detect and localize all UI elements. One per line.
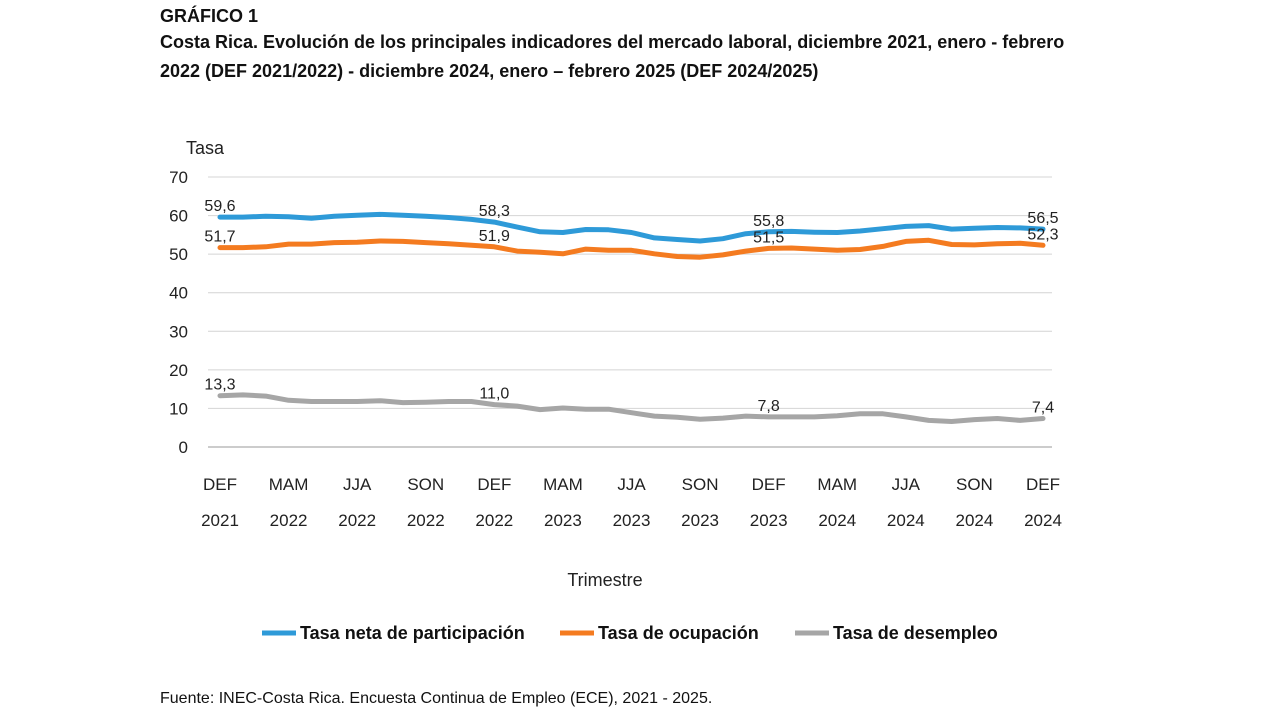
series-lines	[217, 211, 1046, 424]
data-label: 52,3	[1027, 226, 1058, 243]
legend-label-0: Tasa neta de participación	[300, 623, 525, 643]
legend-label-2: Tasa de desempleo	[833, 623, 998, 643]
x-tick-label: SON	[682, 475, 719, 494]
y-tick-label-0: 0	[179, 438, 188, 457]
series-line-2	[217, 392, 1046, 424]
x-tick-label-year: 2024	[887, 511, 925, 530]
x-tick-label-year: 2022	[270, 511, 308, 530]
x-tick-label-year: 2023	[613, 511, 651, 530]
series-line-0	[217, 211, 1046, 244]
series-line-1	[217, 237, 1046, 260]
x-axis-label: Trimestre	[567, 570, 642, 590]
y-tick-label-70: 70	[169, 168, 188, 187]
y-tick-label-30: 30	[169, 322, 188, 341]
data-label: 7,8	[758, 398, 780, 415]
x-tick-label-year: 2024	[818, 511, 856, 530]
data-label: 58,3	[479, 203, 510, 220]
data-label: 51,9	[479, 228, 510, 245]
x-tick-label: MAM	[269, 475, 309, 494]
x-tick-label-year: 2022	[407, 511, 445, 530]
y-tick-label-50: 50	[169, 245, 188, 264]
x-tick-label: SON	[956, 475, 993, 494]
data-label: 59,6	[204, 198, 235, 215]
y-axis-label: Tasa	[186, 138, 225, 158]
source-note: Fuente: INEC-Costa Rica. Encuesta Contin…	[160, 690, 713, 707]
y-tick-label-40: 40	[169, 284, 188, 303]
y-tick-label-60: 60	[169, 207, 188, 226]
x-tick-label: SON	[407, 475, 444, 494]
x-tick-label: DEF	[203, 475, 237, 494]
x-tick-label: DEF	[1026, 475, 1060, 494]
x-tick-label-year: 2023	[750, 511, 788, 530]
chart-title-line1: Costa Rica. Evolución de los principales…	[160, 32, 1065, 52]
data-labels: 59,6 58,3 55,8 56,5 51,7 51,9 51,5 52,3 13,3 11,0…	[204, 198, 1058, 416]
y-axis-ticks: 0 10 20 30 40 50 60 70	[169, 168, 188, 457]
x-tick-label: JJA	[343, 475, 372, 494]
y-tick-label-10: 10	[169, 399, 188, 418]
data-label: 55,8	[753, 213, 784, 230]
x-tick-label-year: 2023	[544, 511, 582, 530]
x-tick-label: JJA	[617, 475, 646, 494]
data-label: 13,3	[204, 377, 235, 394]
x-tick-label: DEF	[477, 475, 511, 494]
x-tick-label-year: 2023	[681, 511, 719, 530]
x-tick-label: JJA	[892, 475, 921, 494]
x-axis-ticks: DEF 2021 MAM 2022 JJA 2022 SON 2022 DEF 2022 MAM 20…	[201, 475, 1062, 530]
data-label: 7,4	[1032, 399, 1054, 416]
x-tick-label-year: 2024	[956, 511, 994, 530]
x-tick-label-year: 2024	[1024, 511, 1062, 530]
x-tick-label: DEF	[752, 475, 786, 494]
data-label: 51,7	[204, 229, 235, 246]
legend-label-1: Tasa de ocupación	[598, 623, 759, 643]
legend: Tasa neta de participación Tasa de ocupac…	[262, 623, 998, 643]
chart-title-line2: 2022 (DEF 2021/2022) - diciembre 2024, e…	[160, 61, 819, 81]
data-label: 56,5	[1027, 210, 1058, 227]
figure-number: GRÁFICO 1	[160, 6, 259, 26]
y-tick-label-20: 20	[169, 361, 188, 380]
x-tick-label: MAM	[817, 475, 857, 494]
x-tick-label: MAM	[543, 475, 583, 494]
x-tick-label-year: 2022	[475, 511, 513, 530]
x-tick-label-year: 2021	[201, 511, 239, 530]
x-tick-label-year: 2022	[338, 511, 376, 530]
chart-heading: GRÁFICO 1 Costa Rica. Evolución de los p…	[160, 4, 1160, 86]
data-label: 11,0	[479, 386, 509, 403]
data-label: 51,5	[753, 229, 784, 246]
